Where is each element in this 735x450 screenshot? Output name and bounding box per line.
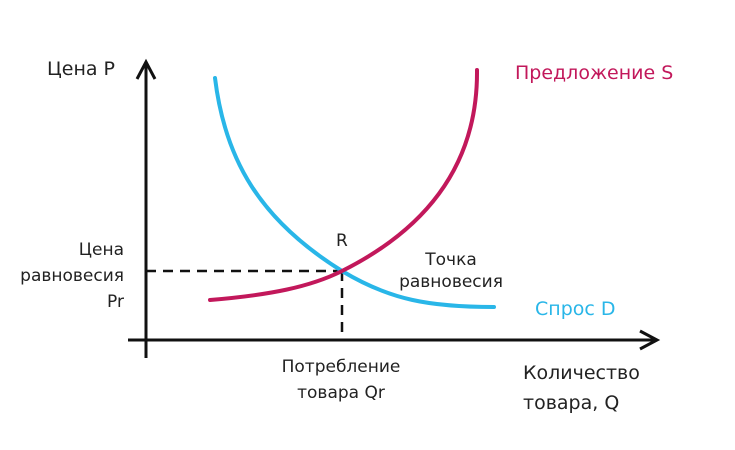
demand-label: Спрос D [535,298,616,320]
supply-curve [208,68,480,302]
supply-label: Предложение S [515,62,674,84]
equilibrium-quantity-line2: товара Qr [297,383,385,403]
equilibrium-caption-line1: Точка [425,250,477,270]
x-axis-label-line2: товара, Q [523,392,620,414]
demand-curve [213,76,496,309]
equilibrium-quantity-label: Потребление товара Qr [266,354,416,406]
equilibrium-caption: Точка равновесия [391,249,511,293]
equilibrium-price-line3: Pr [107,292,124,312]
equilibrium-caption-line2: равновесия [399,272,503,292]
y-axis-arrow [135,58,157,80]
y-axis-label: Цена P [47,58,116,80]
equilibrium-quantity-line1: Потребление [281,357,401,377]
x-axis-label-line1: Количество [523,362,640,384]
equilibrium-price-line2: равновесия [20,266,124,286]
x-axis-arrow [639,329,661,351]
x-axis-label: Количество товара, Q [523,358,640,418]
equilibrium-price-line1: Цена [78,240,124,260]
equilibrium-point-label: R [336,231,348,251]
equilibrium-price-label: Цена равновесия Pr [2,237,124,315]
